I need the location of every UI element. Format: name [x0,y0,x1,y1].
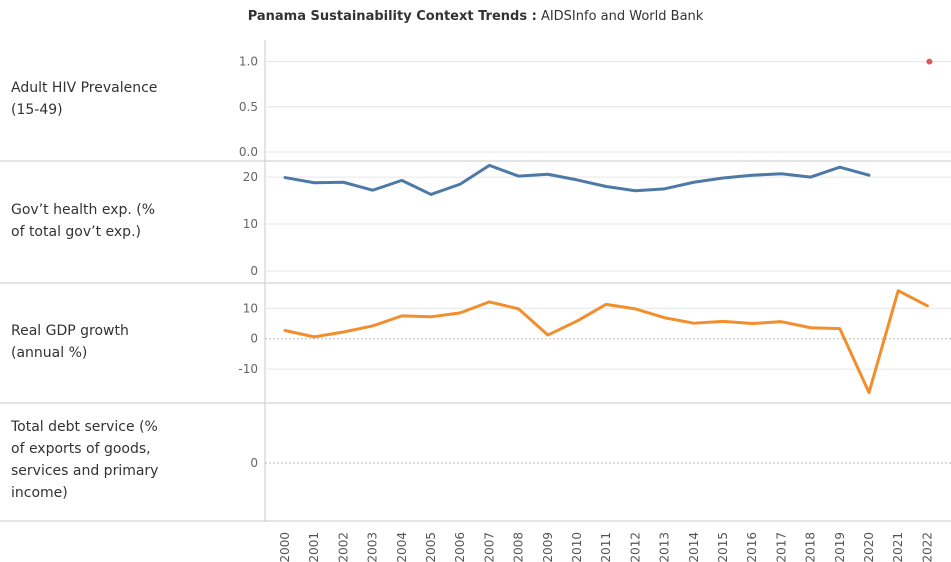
x-tick-label-2009: 2009 [541,532,555,562]
x-tick-label-2016: 2016 [745,532,759,562]
gdp-y-tick-label-1: 0 [250,332,258,346]
x-tick-label-2018: 2018 [804,532,818,562]
x-tick-label-2012: 2012 [628,532,642,562]
row-label-debt-line-4: income) [11,485,68,501]
x-tick-label-2019: 2019 [833,532,847,562]
x-tick-label-2011: 2011 [599,532,613,562]
row-label-debt-line-3: services and primary [11,463,159,479]
row-label-hiv-line-2: (15-49) [11,102,63,118]
x-tick-label-2013: 2013 [658,532,672,562]
row-label-debt: Total debt service (% of exports of good… [11,416,158,504]
row-label-health-line-2: of total gov’t exp.) [11,224,141,240]
hiv-point-2022 [926,58,933,65]
x-tick-label-2000: 2000 [278,532,292,562]
chart-title-bold: Panama Sustainability Context Trends : [247,9,537,24]
hiv-y-tick-label-2: 0.0 [239,145,258,159]
x-tick-label-2014: 2014 [687,532,701,562]
x-tick-label-2008: 2008 [512,532,526,562]
x-tick-label-2021: 2021 [891,532,905,562]
x-tick-label-2002: 2002 [336,532,350,562]
x-tick-label-2017: 2017 [774,532,788,562]
row-label-gdp-line-2: (annual %) [11,345,88,361]
gdp-y-tick-label-0: 10 [243,301,258,315]
health-y-tick-label-1: 10 [243,217,258,231]
x-tick-label-2022: 2022 [920,532,934,562]
x-tick-label-2004: 2004 [395,532,409,562]
row-label-debt-line-2: of exports of goods, [11,441,151,457]
row-label-gdp-line-1: Real GDP growth [11,323,129,339]
health-y-tick-label-2: 0 [250,264,258,278]
x-tick-label-2001: 2001 [307,532,321,562]
row-label-health-line-1: Gov’t health exp. (% [11,202,156,218]
x-tick-label-2003: 2003 [366,532,380,562]
chart-title-source: AIDSInfo and World Bank [536,9,704,24]
x-tick-label-2006: 2006 [453,532,467,562]
hiv-y-tick-label-0: 1.0 [239,55,258,69]
x-tick-label-2005: 2005 [424,532,438,562]
health-series-line [283,163,871,196]
x-tick-label-2007: 2007 [482,532,496,562]
row-label-hiv: Adult HIV Prevalence (15-49) [11,77,157,121]
x-tick-label-2010: 2010 [570,532,584,562]
hiv-y-tick-label-1: 0.5 [239,100,258,114]
debt-y-tick-label-0: 0 [250,456,258,470]
gdp-series-line [283,289,929,395]
gdp-y-tick-label-2: -10 [238,362,258,376]
x-tick-label-2015: 2015 [716,532,730,562]
row-label-health: Gov’t health exp. (% of total gov’t exp.… [11,199,155,243]
row-label-debt-line-1: Total debt service (% [11,419,158,435]
row-label-hiv-line-1: Adult HIV Prevalence [11,80,158,96]
health-y-tick-label-0: 20 [243,170,258,184]
x-tick-label-2020: 2020 [862,532,876,562]
chart-title: Panama Sustainability Context Trends : A… [0,9,951,24]
row-label-gdp: Real GDP growth (annual %) [11,320,129,364]
